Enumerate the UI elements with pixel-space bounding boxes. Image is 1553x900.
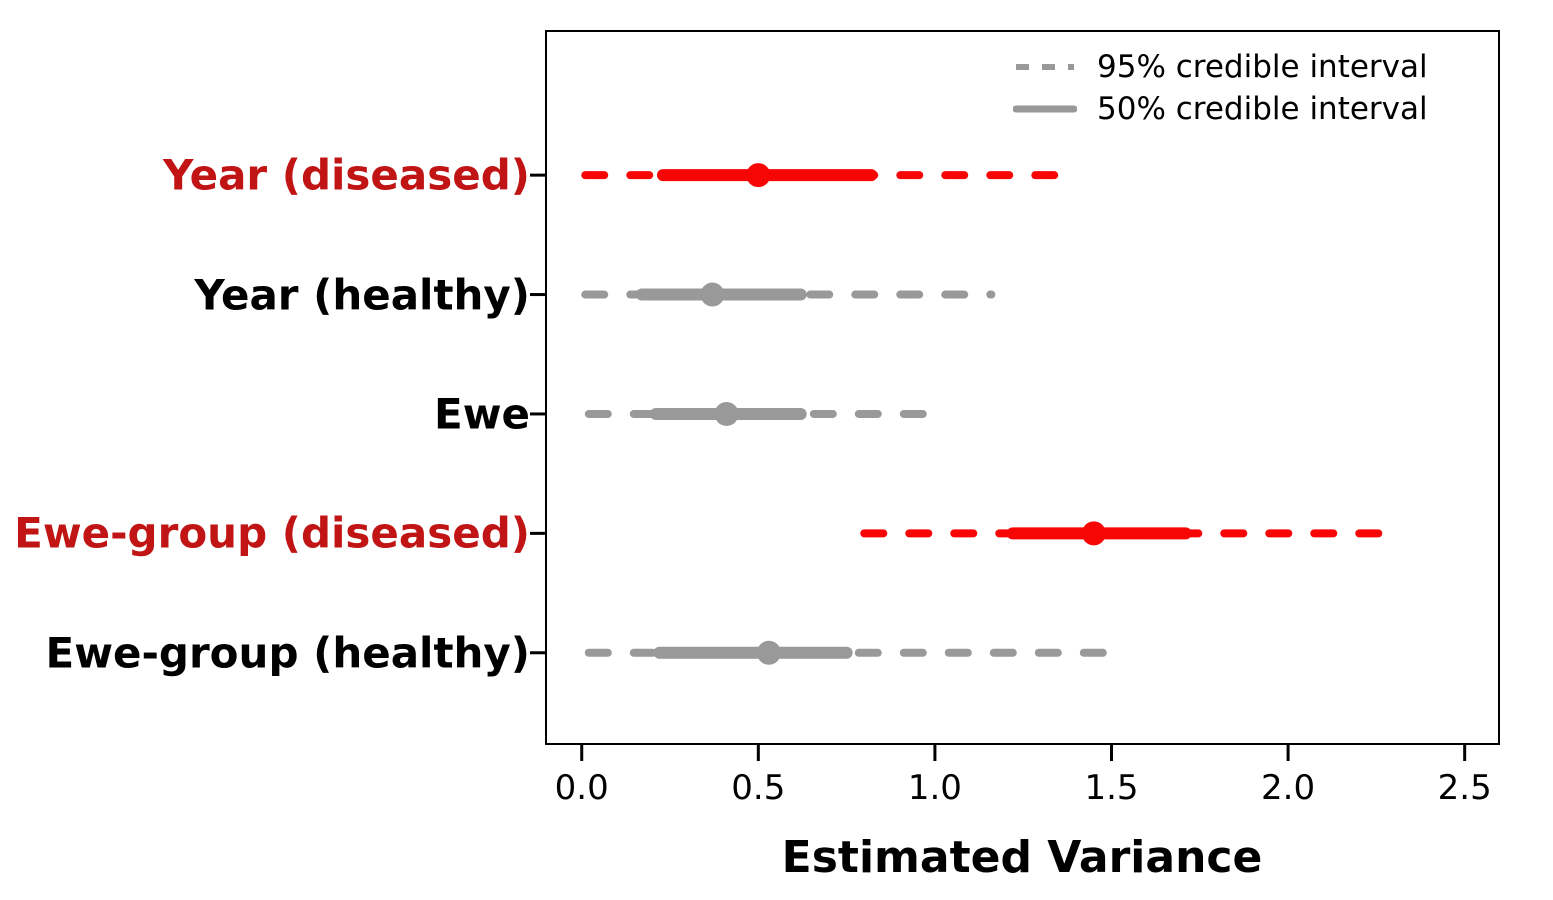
- median-dot: [746, 163, 771, 188]
- median-dot: [1081, 521, 1106, 546]
- x-axis-title: Estimated Variance: [781, 832, 1263, 883]
- solid-line-sample-icon: [1013, 105, 1077, 113]
- legend-entry-95: 95% credible interval: [1013, 46, 1428, 88]
- median-dot: [700, 282, 725, 307]
- legend-label-50: 50% credible interval: [1097, 91, 1428, 127]
- x-tick-label: 2.0: [1261, 768, 1316, 808]
- row-label: Year (healthy): [194, 270, 530, 320]
- x-tick-label: 1.5: [1084, 768, 1139, 808]
- median-dot: [714, 401, 739, 426]
- dashed-line-sample-icon: [1016, 64, 1074, 70]
- x-tick-label: 1.0: [907, 768, 962, 808]
- legend-label-95: 95% credible interval: [1097, 49, 1428, 85]
- row-label: Ewe-group (healthy): [45, 628, 531, 678]
- legend-entry-50: 50% credible interval: [1013, 88, 1428, 130]
- row-label: Ewe: [434, 389, 530, 439]
- plot-frame: [545, 30, 1500, 745]
- row-label: Ewe-group (diseased): [14, 508, 530, 558]
- row-label: Year (diseased): [163, 150, 530, 200]
- legend: 95% credible interval 50% credible inter…: [1013, 46, 1428, 130]
- x-tick-label: 0.5: [731, 768, 786, 808]
- x-tick-label: 0.0: [554, 768, 609, 808]
- median-dot: [756, 640, 781, 665]
- x-tick-label: 2.5: [1437, 768, 1492, 808]
